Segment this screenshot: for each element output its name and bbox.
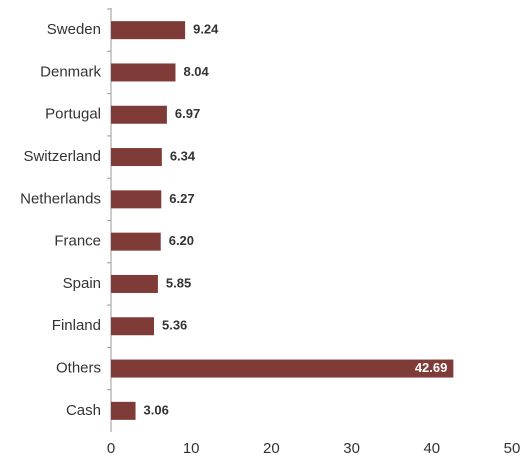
x-tick-label: 20 [263, 440, 280, 457]
data-label: 6.27 [169, 191, 194, 206]
y-tick-label: Portugal [45, 106, 101, 123]
data-label: 9.24 [193, 22, 219, 37]
bar [111, 21, 186, 40]
x-tick-label: 40 [423, 440, 440, 457]
bar [111, 148, 162, 167]
x-tick-label: 50 [504, 440, 521, 457]
y-tick-label: Cash [66, 402, 101, 419]
data-label: 42.69 [415, 360, 448, 375]
bar [111, 190, 162, 209]
data-label: 6.20 [169, 233, 194, 248]
bar [111, 232, 161, 251]
data-label: 5.36 [162, 318, 187, 333]
y-tick-label: Denmark [40, 63, 101, 80]
bar [111, 317, 154, 336]
x-tick-label: 30 [343, 440, 360, 457]
bar [111, 401, 136, 420]
y-tick-label: Finland [52, 317, 101, 334]
bar [111, 359, 454, 378]
data-label: 6.34 [170, 148, 196, 163]
y-tick-label: Spain [63, 275, 101, 292]
bar [111, 63, 176, 82]
x-tick-label: 0 [107, 440, 115, 457]
data-label: 8.04 [183, 64, 209, 79]
data-label: 3.06 [144, 402, 169, 417]
bar [111, 105, 167, 124]
x-tick-label: 10 [183, 440, 200, 457]
y-tick-label: Sweden [47, 21, 101, 38]
bar [111, 274, 158, 293]
data-label: 5.85 [166, 275, 191, 290]
data-label: 6.97 [175, 106, 200, 121]
y-tick-label: France [54, 233, 101, 250]
y-tick-label: Others [56, 360, 101, 377]
y-tick-label: Netherlands [20, 190, 101, 207]
y-tick-label: Switzerland [23, 148, 101, 165]
